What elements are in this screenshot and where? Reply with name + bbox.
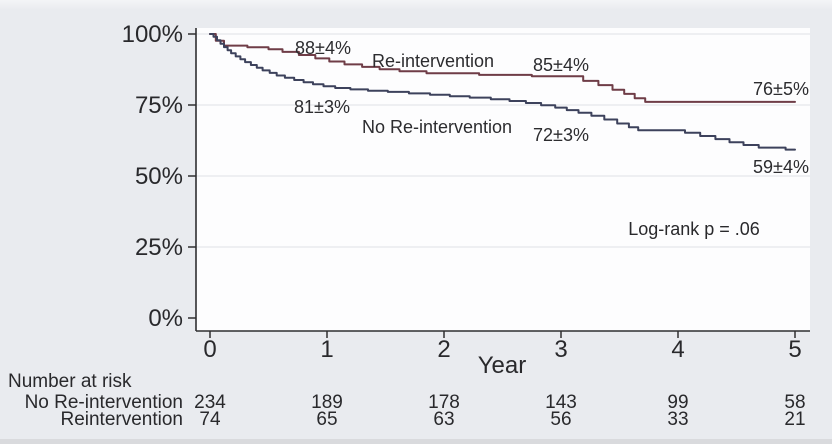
- at-risk-value: 189: [311, 392, 343, 413]
- y-tick-label: 75%: [135, 92, 183, 119]
- x-axis-title: Year: [477, 352, 527, 379]
- at-risk-value: 99: [667, 392, 689, 413]
- at-risk-value: 178: [428, 392, 460, 413]
- at-risk-value: 21: [784, 409, 806, 430]
- series-label-no-reintervention: No Re-intervention: [361, 117, 513, 137]
- y-tick-label: 100%: [122, 21, 183, 48]
- x-tick-label: 2: [437, 336, 450, 363]
- at-risk-value: 58: [784, 392, 806, 413]
- at-risk-value: 65: [316, 409, 338, 430]
- annotation-1yr-no-reintervention: 81±3%: [294, 97, 350, 117]
- at-risk-row-label-reintervention: Reintervention: [60, 409, 183, 430]
- annotation-3yr-reintervention: 85±4%: [533, 55, 589, 75]
- at-risk-title: Number at risk: [8, 371, 132, 392]
- at-risk-value: 63: [433, 409, 455, 430]
- series-label-reintervention: Re-intervention: [371, 51, 495, 71]
- annotation-3yr-no-reintervention: 72±3%: [533, 125, 589, 145]
- at-risk-value: 143: [545, 392, 577, 413]
- y-tick-label: 50%: [135, 163, 183, 190]
- curve-re-intervention: [209, 33, 796, 103]
- at-risk-value: 74: [199, 409, 221, 430]
- plot-area: [196, 28, 810, 331]
- y-tick-label: 25%: [135, 234, 183, 261]
- x-tick-label: 1: [320, 336, 333, 363]
- annotation-5yr-no-reintervention: 59±4%: [753, 157, 809, 177]
- log-rank-annotation: Log-rank p = .06: [628, 219, 760, 239]
- x-tick-label: 0: [203, 336, 216, 363]
- x-tick-label: 5: [788, 336, 801, 363]
- x-tick-label: 3: [554, 336, 567, 363]
- annotation-5yr-reintervention: 76±5%: [753, 79, 809, 99]
- at-risk-row-label-no-reintervention: No Re-intervention: [24, 392, 183, 413]
- curve-no-re-intervention: [209, 33, 796, 151]
- at-risk-value: 33: [667, 409, 689, 430]
- annotation-1yr-reintervention: 88±4%: [295, 38, 351, 58]
- at-risk-value: 56: [550, 409, 572, 430]
- y-tick-label: 0%: [148, 305, 183, 332]
- x-tick-label: 4: [671, 336, 684, 363]
- at-risk-value: 234: [194, 392, 226, 413]
